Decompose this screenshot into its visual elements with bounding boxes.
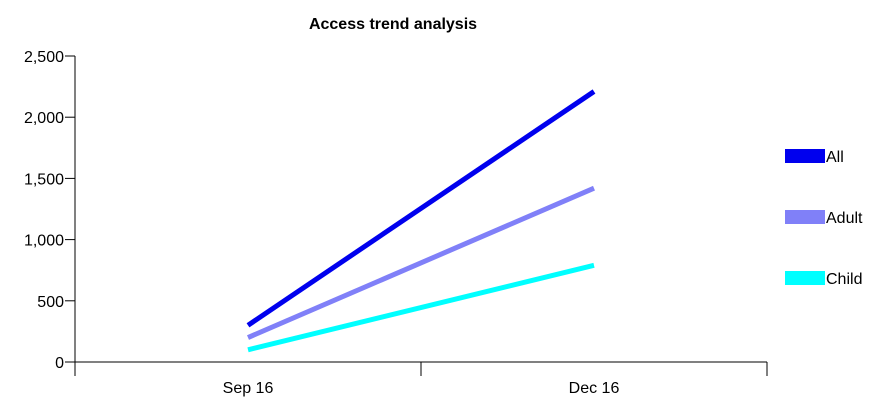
- y-tick-label: 1,000: [24, 233, 64, 250]
- legend-swatch-child: [785, 271, 825, 285]
- y-tick-label: 2,500: [24, 49, 64, 66]
- legend-label-child: Child: [826, 271, 862, 288]
- y-tick-label: 2,000: [24, 110, 64, 127]
- legend-label-adult: Adult: [826, 210, 863, 227]
- legend-label-all: All: [826, 149, 844, 166]
- x-tick-label: Dec 16: [569, 380, 620, 397]
- series-line-adult: [247, 185, 595, 340]
- series-line-child: [247, 262, 595, 353]
- legend: All Adult Child: [785, 149, 863, 288]
- series-lines: [246, 89, 596, 353]
- x-tick-label: Sep 16: [223, 380, 274, 397]
- axes: 0 500 1,000 1,500 2,000 2,500 Sep 16 Dec 16: [24, 49, 768, 397]
- legend-swatch-adult: [785, 210, 825, 224]
- y-tick-label: 0: [55, 355, 64, 372]
- y-tick-label: 1,500: [24, 171, 64, 188]
- series-line-all: [246, 89, 596, 328]
- legend-swatch-all: [785, 149, 825, 163]
- y-tick-label: 500: [37, 294, 64, 311]
- chart-title: Access trend analysis: [309, 16, 477, 33]
